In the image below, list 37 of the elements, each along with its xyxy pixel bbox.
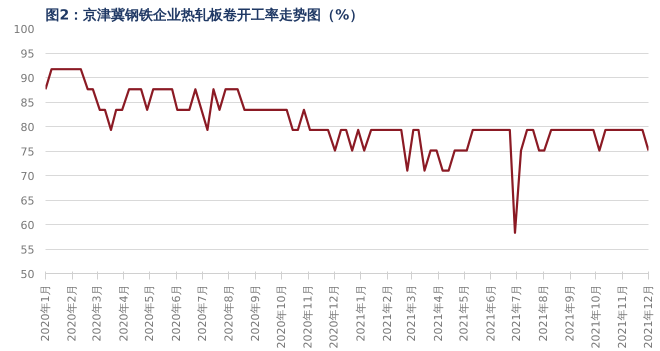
x-tick-label: 2020年9月 [249,284,262,342]
x-tick-label: 2020年4月 [117,284,130,342]
x-tick-label: 2021年4月 [432,284,445,342]
x-tick-label: 2021年11月 [616,284,630,348]
x-tick-label: 2021年6月 [484,284,498,342]
x-tick-label: 2021年9月 [564,284,577,342]
x-tick-label: 2021年5月 [458,284,471,342]
y-tick-label: 90 [20,72,35,85]
x-tick-label: 2020年6月 [170,284,183,342]
y-tick-label: 80 [20,121,35,134]
x-tick-label: 2021年10月 [589,284,602,348]
y-tick-label: 85 [20,96,35,110]
chart-title: 图2：京津冀钢铁企业热轧板卷开工率走势图（%） [46,6,364,24]
x-tick-label: 2021年7月 [510,284,524,342]
x-tick-label: 2021年8月 [536,284,550,342]
x-tick-label: 2020年1月 [39,284,52,342]
y-tick-label: 95 [20,48,35,60]
y-tick-label: 65 [20,194,35,208]
x-tick-label: 2020年3月 [90,284,104,342]
x-tick-label: 2021年12月 [642,284,655,348]
x-tick-label: 2020年12月 [328,284,341,348]
y-tick-label: 55 [20,244,35,256]
y-tick-label: 60 [20,219,35,232]
x-tick-label: 2020年11月 [302,284,315,348]
y-tick-label: 100 [14,23,35,36]
x-tick-label: 2020年2月 [66,284,79,342]
x-tick-label: 2020年7月 [196,284,209,342]
line-series [46,68,648,234]
y-tick-label: 75 [20,146,35,158]
y-tick-label: 50 [20,268,35,281]
x-tick-label: 2020年5月 [143,284,156,342]
x-tick-label: 2021年2月 [380,284,394,342]
x-tick-label: 2021年1月 [354,284,368,342]
x-tick-label: 2020年8月 [222,284,236,342]
x-tick-label: 2020年10月 [275,284,288,348]
y-tick-label: 70 [20,170,35,183]
x-tick-label: 2021年3月 [405,284,418,342]
